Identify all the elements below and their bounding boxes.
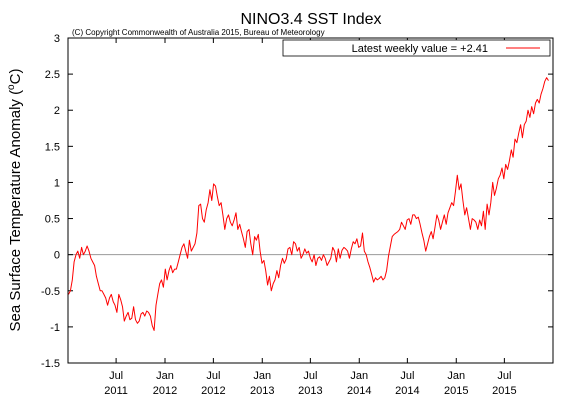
x-tick-label-month: Jan [156,370,174,382]
legend-box [282,39,551,57]
y-tick-label: -1.5 [41,358,60,370]
x-tick-label-month: Jan [350,370,368,382]
y-axis-label: Sea Surface Temperature Anomaly (oC) [6,69,24,332]
x-tick-label-year: 2015 [492,385,516,397]
y-tick-label: 1 [54,177,60,189]
x-tick-label-year: 2014 [395,385,419,397]
x-tick-label-year: 2013 [298,385,322,397]
x-tick-label-month: Jul [206,370,220,382]
legend: Latest weekly value = +2.41 [282,39,551,57]
x-tick-label-month: Jul [109,370,123,382]
x-tick-label-year: 2015 [444,385,468,397]
y-tick-label: -0.5 [41,286,60,298]
plot-frame [67,37,554,364]
series-line [68,77,549,331]
y-tick-label: -1 [50,322,60,334]
y-axis-label-suffix: C) [7,69,24,85]
x-tick-label-year: 2013 [250,385,274,397]
x-tick-label-year: 2014 [347,385,371,397]
y-axis-label-superscript: o [6,84,17,90]
y-tick-label: 3 [54,33,60,45]
y-tick-label: 2 [54,105,60,117]
y-tick-label: 0.5 [45,214,60,226]
x-tick-label-year: 2011 [104,385,128,397]
x-tick-label-month: Jan [447,370,465,382]
x-tick-label-month: Jan [253,370,271,382]
legend-label: Latest weekly value = +2.41 [352,43,488,55]
y-axis-label-prefix: Sea Surface Temperature Anomaly ( [7,90,24,332]
y-tick-label: 1.5 [45,141,60,153]
y-tick-label: 2.5 [45,69,60,81]
x-tick-label-month: Jul [303,370,317,382]
chart-title: NINO3.4 SST Index [240,11,381,28]
chart-copyright: (C) Copyright Commonwealth of Australia … [72,28,325,37]
y-tick-label: 0 [54,250,60,262]
x-tick-label-month: Jul [497,370,511,382]
x-tick-label-year: 2012 [201,385,225,397]
x-tick-label-year: 2012 [153,385,177,397]
x-tick-label-month: Jul [400,370,414,382]
